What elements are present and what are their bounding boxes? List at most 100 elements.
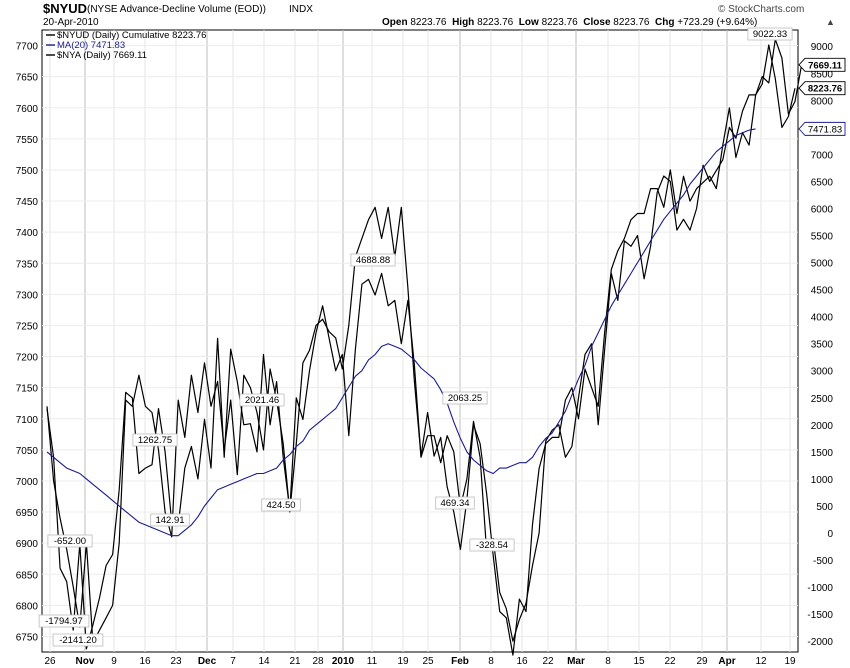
axes: 26 Nov 9 16 23 Dec 7 14 21 28 2010 11 19 25 Feb 8 16 22 Ma… xyxy=(16,42,834,667)
left-y-tick-label: 7700 xyxy=(16,42,39,53)
x-tick-label: Apr xyxy=(718,656,735,667)
right-y-tick-label: 1500 xyxy=(811,448,834,459)
x-tick-label: 19 xyxy=(784,656,796,667)
left-y-tick-label: 6950 xyxy=(16,508,39,519)
legend-entry: MA(20) 7471.83 xyxy=(57,40,125,51)
chg-label: Chg xyxy=(655,17,675,28)
annotation-label: 2021.46 xyxy=(245,395,279,406)
chart-date: 20-Apr-2010 xyxy=(43,17,99,28)
annotation-label: -2141.20 xyxy=(59,635,97,646)
left-y-tick-label: 7450 xyxy=(16,197,39,208)
watermark: © StockCharts.com xyxy=(718,4,805,15)
annotation-box xyxy=(435,496,475,510)
left-y-tick-label: 7300 xyxy=(16,290,39,301)
value-tag xyxy=(798,81,846,96)
annotation-box xyxy=(150,513,190,527)
annotation-box xyxy=(38,614,90,628)
value-tag xyxy=(798,121,846,136)
x-tick-label: 8 xyxy=(605,656,611,667)
x-tick-label: 15 xyxy=(633,656,645,667)
annotation-label: 2063.25 xyxy=(448,393,482,404)
change-up-icon: ▲ xyxy=(826,17,835,27)
right-y-tick-label: 8500 xyxy=(811,69,834,80)
left-y-tick-label: 7600 xyxy=(16,104,39,115)
ohlc-readout: Open 8223.76 High 8223.76 Low 8223.76 Cl… xyxy=(382,17,757,28)
annotation-label: 469.34 xyxy=(440,498,469,509)
left-y-tick-label: 7050 xyxy=(16,446,39,457)
right-y-tick-label: 4500 xyxy=(811,286,834,297)
x-tick-label: 16 xyxy=(139,656,151,667)
x-tick-label: 14 xyxy=(258,656,270,667)
right-y-tick-label: 7000 xyxy=(811,150,834,161)
left-y-tick-label: 7000 xyxy=(16,477,39,488)
x-tick-label: 19 xyxy=(397,656,409,667)
x-tick-label: 12 xyxy=(755,656,767,667)
annotation-label: 9022.33 xyxy=(753,29,787,40)
right-y-tick-label: -500 xyxy=(813,556,833,567)
left-y-tick-label: 7550 xyxy=(16,135,39,146)
x-tick-label: Dec xyxy=(198,656,217,667)
left-y-tick-label: 7650 xyxy=(16,73,39,84)
right-y-tick-label: 3500 xyxy=(811,340,834,351)
annotation-label: -1794.97 xyxy=(45,616,83,627)
annotation-label: 1262.75 xyxy=(138,435,172,446)
right-y-tick-label: 0 xyxy=(827,529,833,540)
right-y-tick-label: 500 xyxy=(816,502,833,513)
annotation-label: -328.54 xyxy=(476,540,508,551)
legend-entry: $NYUD (Daily) Cumulative 8223.76 xyxy=(57,30,206,41)
plot-area xyxy=(41,29,799,653)
low-value: 8223.76 xyxy=(541,17,578,28)
annotation-box xyxy=(747,27,793,41)
close-label: Close xyxy=(583,17,611,28)
right-y-tick-label: 2000 xyxy=(811,421,834,432)
x-tick-label: 21 xyxy=(289,656,301,667)
x-tick-label: 22 xyxy=(542,656,554,667)
annotation-label: -652.00 xyxy=(54,536,86,547)
right-y-tick-label: 2500 xyxy=(811,394,834,405)
x-tick-label: 8 xyxy=(488,656,494,667)
left-y-tick-label: 7100 xyxy=(16,415,39,426)
right-y-tick-label: 6000 xyxy=(811,204,834,215)
value-tag-label: 7669.11 xyxy=(808,60,843,71)
exchange-label: INDX xyxy=(289,4,313,15)
x-tick-label: 9 xyxy=(111,656,117,667)
x-tick-label: 16 xyxy=(516,656,528,667)
left-y-tick-label: 7500 xyxy=(16,166,39,177)
series-line xyxy=(46,128,756,537)
left-y-tick-label: 6750 xyxy=(16,632,39,643)
left-y-tick-label: 7250 xyxy=(16,321,39,332)
right-y-tick-label: 1000 xyxy=(811,475,834,486)
chart-symbol: $NYUD xyxy=(43,1,88,16)
left-y-tick-label: 7200 xyxy=(16,353,39,364)
annotation-box xyxy=(442,391,488,405)
x-tick-label: 26 xyxy=(44,656,56,667)
x-tick-label: 7 xyxy=(230,656,236,667)
x-tick-label: Feb xyxy=(451,656,469,667)
x-tick-label: 28 xyxy=(312,656,324,667)
annotations: -652.00 -1794.97 -2141.20 1262.75 142.91 2021… xyxy=(38,27,793,647)
close-value: 8223.76 xyxy=(613,17,650,28)
left-y-tick-label: 7400 xyxy=(16,228,39,239)
left-y-tick-label: 7150 xyxy=(16,384,39,395)
left-y-tick-label: 6800 xyxy=(16,601,39,612)
right-y-tick-label: 8000 xyxy=(811,96,834,107)
high-label: High xyxy=(452,17,475,28)
legend-entry: $NYA (Daily) 7669.11 xyxy=(57,50,147,61)
value-tags: 7669.11 8223.76 7471.83 xyxy=(798,57,846,136)
x-tick-label: Nov xyxy=(76,656,95,667)
x-tick-label: Mar xyxy=(567,656,585,667)
right-y-tick-label: -2000 xyxy=(807,637,833,648)
x-tick-label: 2010 xyxy=(332,656,355,667)
right-y-tick-label: 3000 xyxy=(811,367,834,378)
annotation-box xyxy=(132,433,178,447)
chg-value: +723.29 (+9.64%) xyxy=(677,17,758,28)
value-tag-label: 8223.76 xyxy=(808,84,842,95)
value-tag-label: 7471.83 xyxy=(808,124,842,135)
right-y-tick-label: -1000 xyxy=(807,583,833,594)
chart-description: (NYSE Advance-Decline Volume (EOD)) xyxy=(87,4,266,15)
x-tick-label: 22 xyxy=(664,656,676,667)
right-y-tick-label: 5500 xyxy=(811,232,834,243)
annotation-box xyxy=(47,534,93,548)
